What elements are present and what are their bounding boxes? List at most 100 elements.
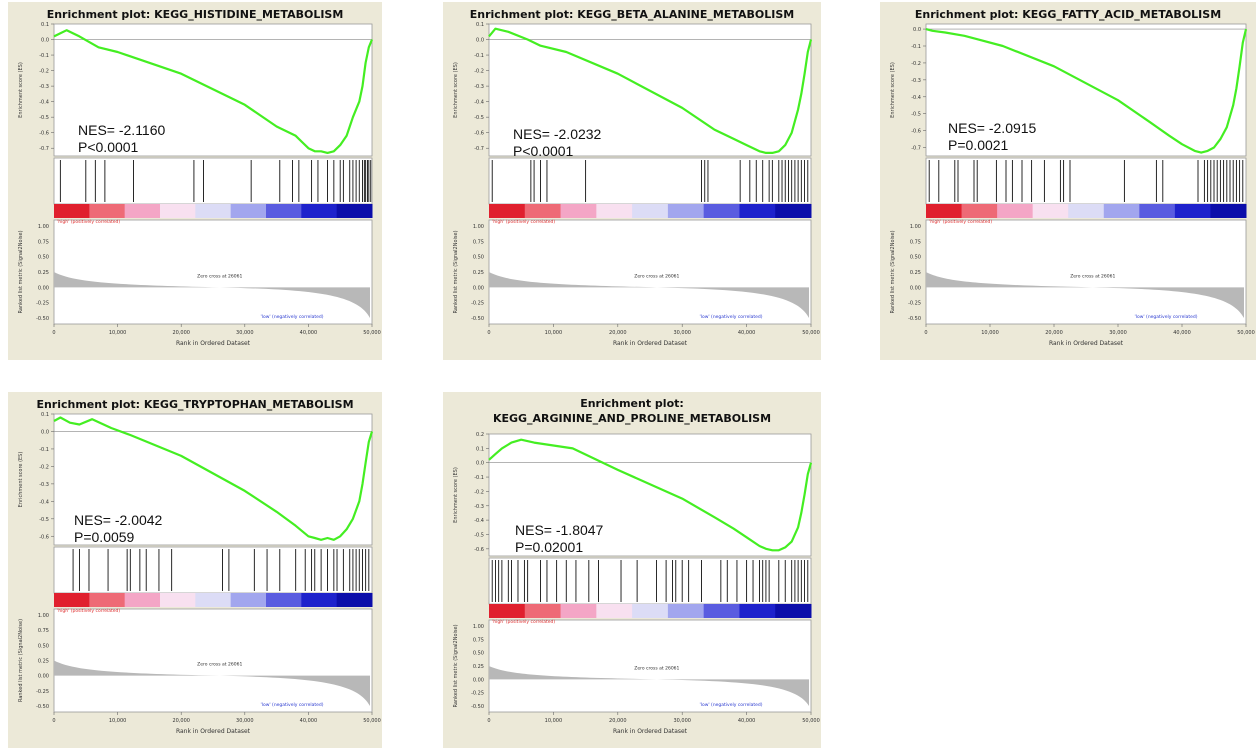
es-tick-label: -0.1 bbox=[39, 447, 49, 453]
rank-tick-label: -0.25 bbox=[471, 301, 484, 307]
x-tick-label: 50,000 bbox=[802, 718, 820, 724]
es-tick-label: -0.6 bbox=[474, 131, 484, 137]
es-tick-label: -0.5 bbox=[474, 115, 484, 121]
es-tick-label: 0.1 bbox=[476, 22, 484, 28]
nes-annotation: NES= -2.0042 P=0.0059 bbox=[74, 512, 162, 546]
x-tick-label: 20,000 bbox=[172, 718, 190, 724]
nes-value: NES= -2.0232 bbox=[513, 126, 602, 142]
rank-tick-label: 0.50 bbox=[473, 651, 484, 657]
rank-gradient-segment bbox=[489, 204, 526, 218]
es-tick-label: 0.1 bbox=[41, 412, 49, 418]
rank-tick-label: 1.00 bbox=[38, 613, 49, 619]
es-tick-label: -0.3 bbox=[911, 78, 921, 84]
es-tick-label: -0.5 bbox=[474, 532, 484, 538]
es-tick-label: 0.0 bbox=[476, 461, 484, 467]
es-tick-label: -0.2 bbox=[474, 489, 484, 495]
chart-title: Enrichment plot: KEGG_FATTY_ACID_METABOL… bbox=[914, 8, 1222, 21]
rank-gradient-segment bbox=[524, 204, 562, 218]
p-value: P<0.0001 bbox=[78, 139, 139, 155]
zero-cross-label: Zero cross at 26061 bbox=[197, 273, 242, 279]
rank-tick-label: 0.00 bbox=[910, 285, 921, 291]
es-tick-label: -0.6 bbox=[39, 534, 49, 540]
x-tick-label: 50,000 bbox=[1237, 330, 1255, 336]
x-tick-label: 30,000 bbox=[236, 718, 254, 724]
x-axis-label: Rank in Ordered Dataset bbox=[613, 340, 688, 347]
es-tick-label: -0.5 bbox=[911, 112, 921, 118]
gsea-plot: 0.1 0.0 -0.1 -0.2 -0.3 -0.4 -0.5 -0.6 -0.7 Enrich… bbox=[18, 22, 381, 347]
es-axis-label: Enrichment score (ES) bbox=[18, 62, 24, 118]
es-tick-label: -0.5 bbox=[39, 115, 49, 121]
x-tick-label: 10,000 bbox=[109, 330, 127, 336]
rank-gradient-segment bbox=[775, 204, 812, 218]
rank-tick-label: -0.50 bbox=[36, 316, 49, 322]
p-value: P=0.02001 bbox=[515, 539, 584, 555]
es-tick-label: -0.7 bbox=[911, 146, 921, 152]
x-tick-label: 50,000 bbox=[363, 718, 381, 724]
rank-tick-label: 0.00 bbox=[38, 674, 49, 680]
rank-tick-label: 0.00 bbox=[38, 285, 49, 291]
p-value: P<0.0001 bbox=[513, 143, 574, 159]
hits-area bbox=[488, 157, 812, 205]
rank-tick-label: 0.50 bbox=[38, 643, 49, 649]
rank-gradient-segment bbox=[54, 204, 90, 218]
es-tick-label: -0.3 bbox=[474, 504, 484, 510]
chart-title: Enrichment plot: KEGG_HISTIDINE_METABOLI… bbox=[46, 8, 344, 21]
rank-gradient-segment bbox=[667, 204, 705, 218]
es-plot-area bbox=[925, 23, 1247, 157]
gsea-plot: 0.1 0.0 -0.1 -0.2 -0.3 -0.4 -0.5 -0.6 Enrichment… bbox=[18, 412, 381, 735]
rank-axis-label: Ranked list metric (Signal2Noise) bbox=[890, 230, 896, 313]
hits-area bbox=[53, 157, 373, 205]
gsea-plot: 0.0 -0.1 -0.2 -0.3 -0.4 -0.5 -0.6 -0.7 Enrichmen… bbox=[890, 23, 1255, 347]
es-tick-label: -0.3 bbox=[39, 482, 49, 488]
x-tick-label: 0 bbox=[52, 330, 55, 336]
rank-gradient-segment bbox=[336, 204, 373, 218]
chart-title: Enrichment plot: KEGG_TRYPTOPHAN_METABOL… bbox=[36, 398, 354, 411]
positive-correlation-label: 'high' (positively correlated) bbox=[929, 219, 992, 225]
gsea-plot: 0.1 0.0 -0.1 -0.2 -0.3 -0.4 -0.5 -0.6 -0.7 Enrich… bbox=[453, 22, 820, 347]
rank-gradient-segment bbox=[997, 204, 1034, 218]
es-tick-label: -0.6 bbox=[39, 131, 49, 137]
x-axis-label: Rank in Ordered Dataset bbox=[176, 728, 251, 735]
rank-gradient-segment bbox=[632, 604, 669, 618]
es-curve bbox=[488, 438, 813, 552]
rank-gradient-segment bbox=[160, 593, 196, 607]
es-axis-label: Enrichment score (ES) bbox=[18, 452, 24, 508]
negative-correlation-label: 'low' (negatively correlated) bbox=[1134, 314, 1197, 320]
ranked-metric-area bbox=[925, 219, 1247, 325]
es-tick-label: -0.2 bbox=[39, 69, 49, 75]
zero-cross-label: Zero cross at 26061 bbox=[634, 273, 679, 279]
rank-gradient-segment bbox=[160, 204, 196, 218]
nes-value: NES= -2.1160 bbox=[78, 122, 166, 138]
x-tick-label: 20,000 bbox=[1045, 330, 1063, 336]
x-tick-label: 20,000 bbox=[172, 330, 190, 336]
rank-tick-label: -0.50 bbox=[471, 704, 484, 710]
x-axis-label: Rank in Ordered Dataset bbox=[1049, 340, 1124, 347]
nes-annotation: NES= -2.0232 P<0.0001 bbox=[513, 126, 601, 160]
es-tick-label: -0.4 bbox=[39, 100, 49, 106]
rank-gradient-segment bbox=[560, 604, 597, 618]
rank-tick-label: 0.00 bbox=[473, 285, 484, 291]
es-curve bbox=[53, 29, 374, 154]
rank-gradient-segment bbox=[124, 593, 161, 607]
rank-gradient-segment bbox=[739, 604, 776, 618]
enrichment-panel-beta-alanine: Enrichment plot: KEGG_BETA_ALANINE_METAB… bbox=[443, 2, 821, 360]
rank-gradient-segment bbox=[301, 593, 338, 607]
hits-area bbox=[53, 546, 373, 594]
x-tick-label: 10,000 bbox=[545, 718, 563, 724]
es-tick-label: -0.4 bbox=[474, 100, 484, 106]
es-tick-label: -0.3 bbox=[474, 84, 484, 90]
rank-gradient-segment bbox=[230, 204, 267, 218]
x-tick-label: 30,000 bbox=[1109, 330, 1127, 336]
x-tick-label: 40,000 bbox=[300, 330, 318, 336]
positive-correlation-label: 'high' (positively correlated) bbox=[492, 219, 555, 225]
x-tick-label: 40,000 bbox=[300, 718, 318, 724]
rank-gradient-segment bbox=[1032, 204, 1069, 218]
chart-title: Enrichment plot: KEGG_BETA_ALANINE_METAB… bbox=[469, 8, 795, 21]
rank-gradient-segment bbox=[124, 204, 161, 218]
rank-gradient-segment bbox=[1139, 204, 1176, 218]
es-tick-label: -0.1 bbox=[39, 53, 49, 59]
rank-gradient-segment bbox=[54, 593, 90, 607]
x-tick-label: 10,000 bbox=[109, 718, 127, 724]
nes-annotation: NES= -1.8047 P=0.02001 bbox=[515, 522, 603, 556]
rank-tick-label: 0.75 bbox=[473, 239, 484, 245]
